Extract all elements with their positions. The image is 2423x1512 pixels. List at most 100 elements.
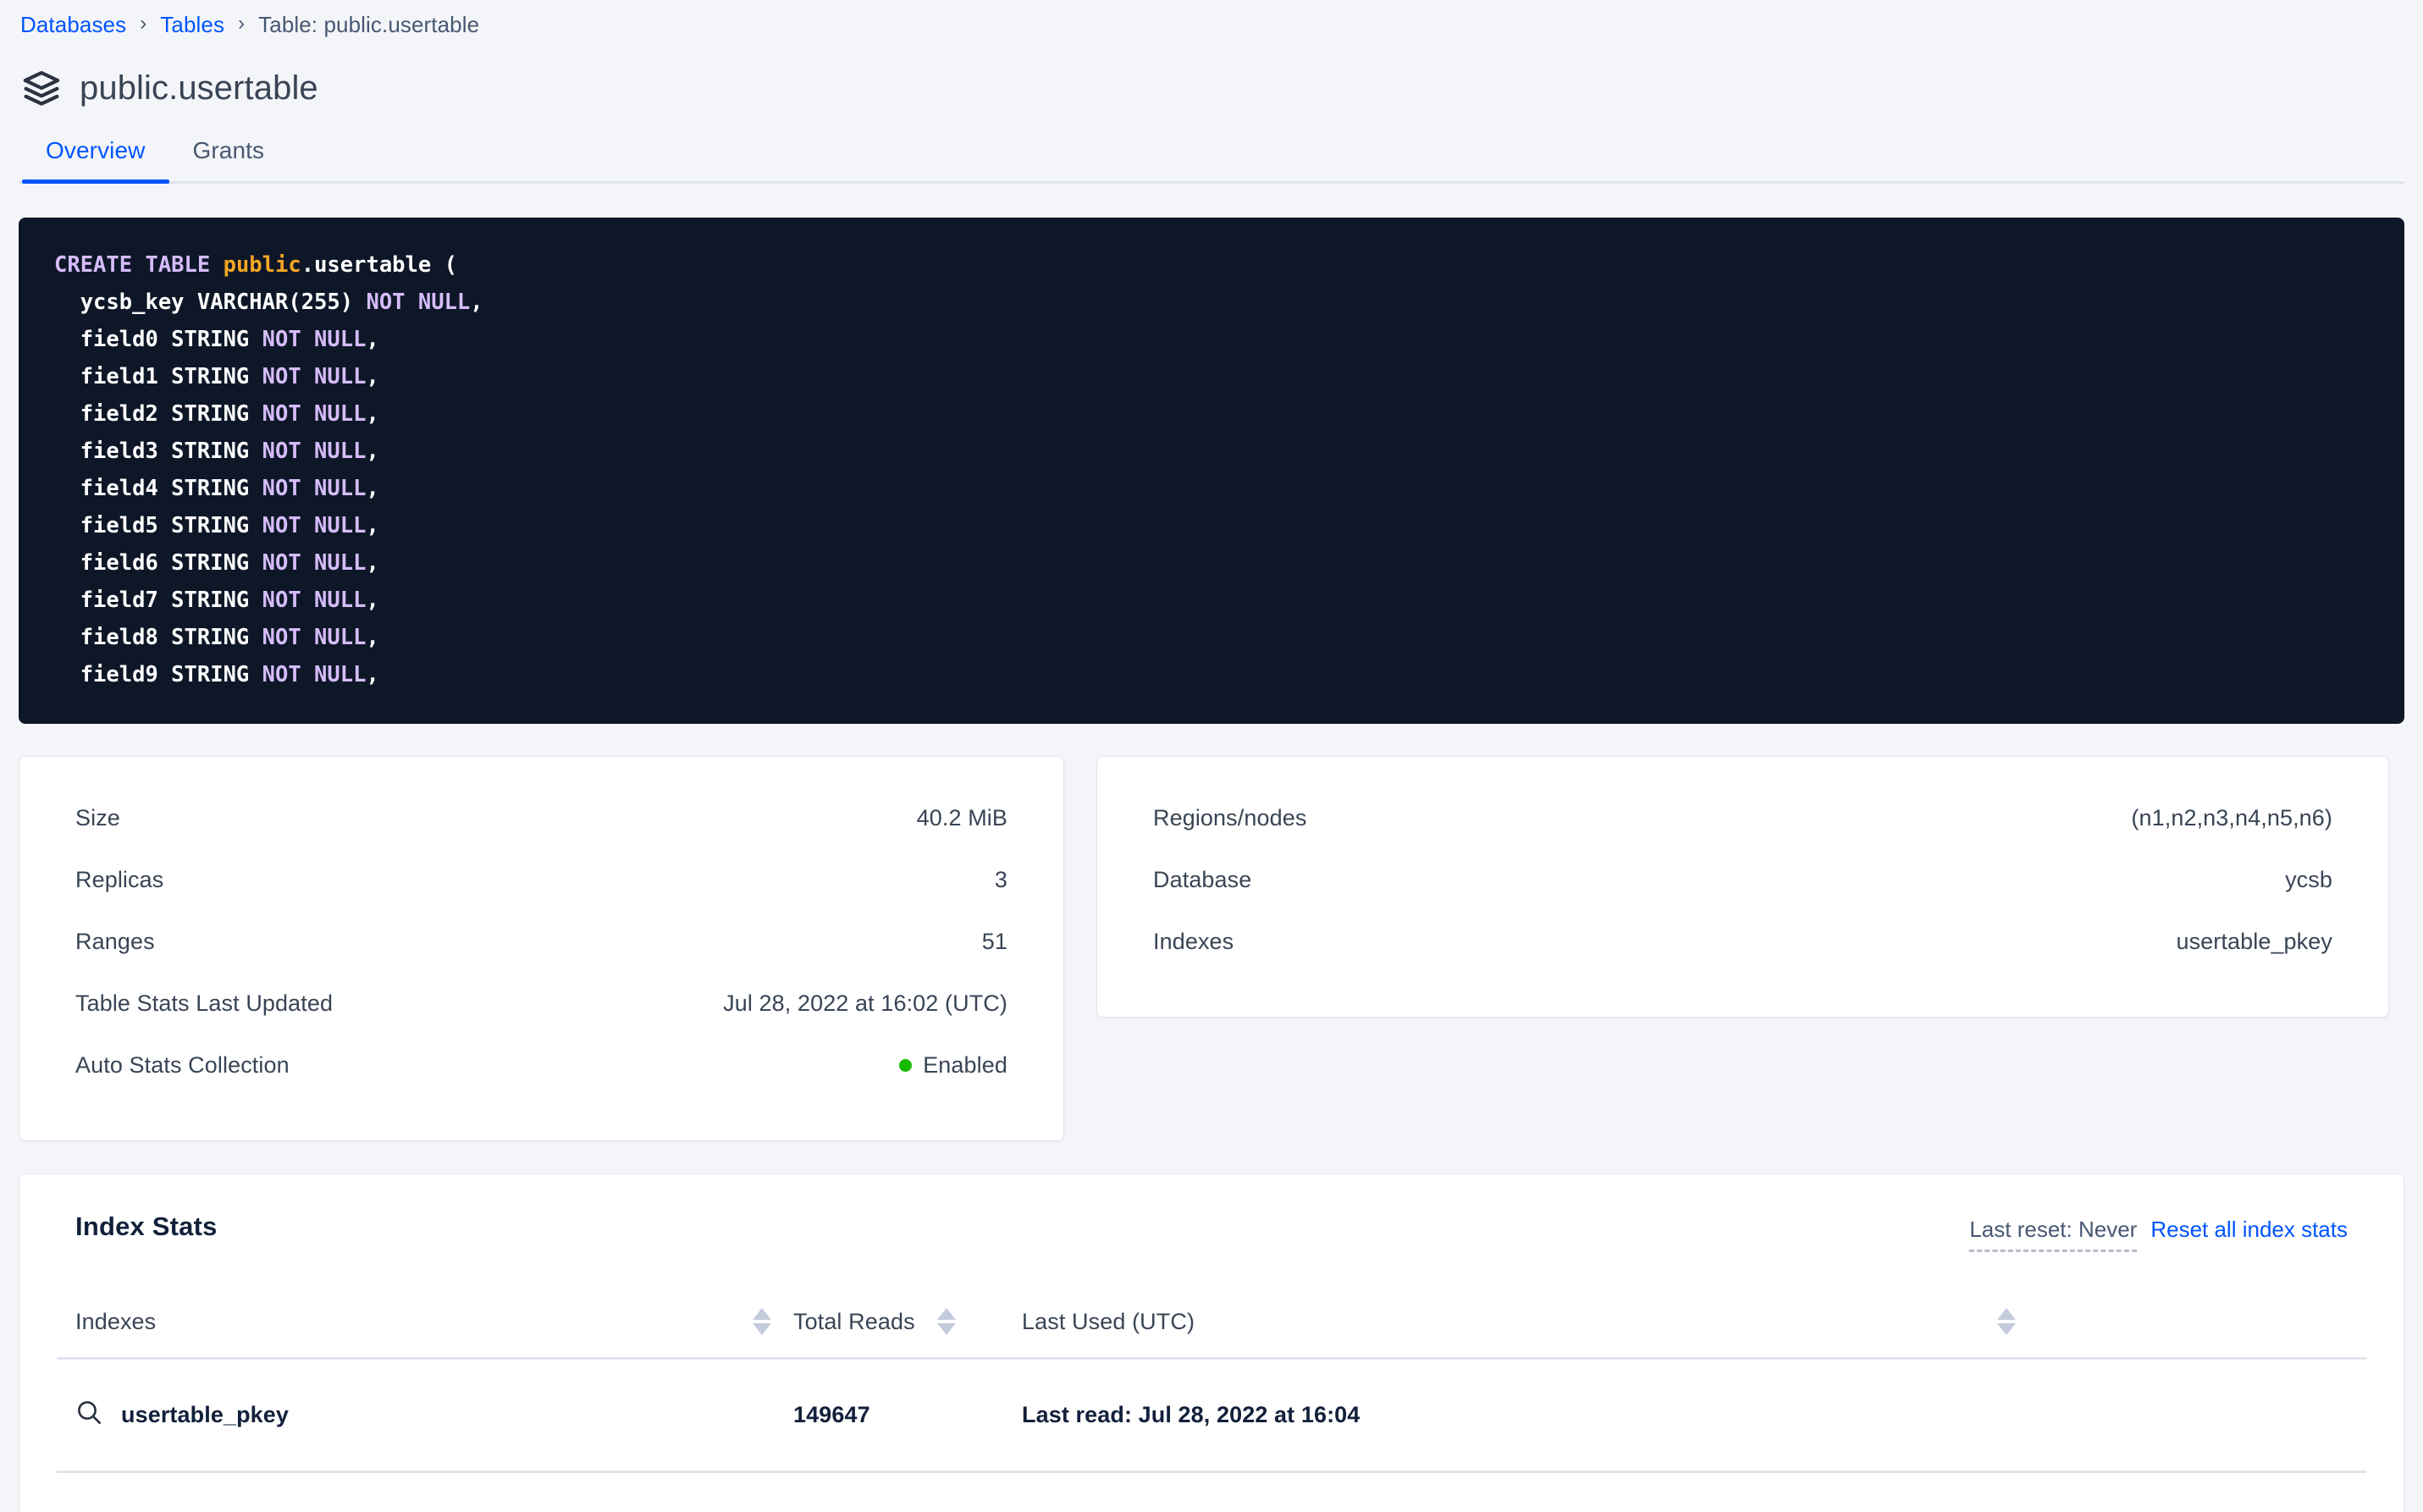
stat-row: Indexes usertable_pkey	[1136, 911, 2349, 973]
stat-row: Regions/nodes (n1,n2,n3,n4,n5,n6)	[1136, 787, 2349, 849]
column-header-total-reads-label: Total Reads	[793, 1308, 915, 1334]
breadcrumb-item-current: Table: public.usertable	[258, 12, 480, 37]
sql-token: ,	[366, 476, 379, 502]
stat-label: Replicas	[75, 867, 164, 893]
stat-label: Ranges	[75, 929, 155, 955]
cell-total-reads: 149647	[793, 1358, 1022, 1474]
stat-value: ycsb	[2285, 867, 2332, 893]
sql-token: ,	[366, 401, 379, 428]
table-stats-card: Size 40.2 MiB Replicas 3 Ranges 51 Table Stats…	[19, 756, 1064, 1142]
stat-value: 40.2 MiB	[916, 805, 1007, 831]
magnifier-icon	[75, 1399, 102, 1432]
sql-token: CREATE TABLE	[54, 252, 224, 279]
stat-value: 3	[994, 867, 1007, 893]
sort-last-used-icon[interactable]	[1997, 1308, 2016, 1336]
breadcrumb-separator-icon: ›	[140, 12, 147, 36]
sql-token: NOT NULL	[262, 439, 367, 465]
sql-token: NOT NULL	[262, 588, 367, 614]
sql-token: field2 STRING	[54, 401, 262, 428]
sql-token: field6 STRING	[54, 550, 262, 577]
index-name-link[interactable]: usertable_pkey	[121, 1402, 290, 1428]
sql-token: field0 STRING	[54, 327, 262, 353]
index-stats-table: Indexes Total Reads Last Used (UTC)	[57, 1300, 2366, 1474]
create-table-statement-panel: CREATE TABLE public.usertable ( ycsb_key…	[19, 218, 2404, 725]
column-header-last-used[interactable]: Last Used (UTC)	[1022, 1300, 2038, 1360]
layers-icon	[22, 69, 61, 108]
status-dot-icon	[899, 1059, 913, 1073]
stat-row: Table Stats Last Updated Jul 28, 2022 at …	[58, 973, 1024, 1035]
sql-token: ,	[366, 662, 379, 688]
stat-label: Indexes	[1153, 929, 1234, 955]
sql-token: ,	[366, 550, 379, 577]
sql-token: ,	[366, 588, 379, 614]
sql-token: ,	[366, 327, 379, 353]
sql-token: NOT NULL	[262, 327, 367, 353]
column-header-last-used-label: Last Used (UTC)	[1022, 1308, 1195, 1334]
sql-token: field8 STRING	[54, 625, 262, 651]
stat-value: 51	[981, 929, 1007, 955]
column-header-indexes-label: Indexes	[75, 1308, 157, 1334]
stat-value: usertable_pkey	[2176, 929, 2332, 955]
sql-token: field4 STRING	[54, 476, 262, 502]
sql-token: NOT NULL	[262, 662, 367, 688]
stat-value: (n1,n2,n3,n4,n5,n6)	[2131, 805, 2332, 831]
stat-label: Database	[1153, 867, 1252, 893]
cell-index-name: usertable_pkey	[57, 1358, 793, 1474]
sql-token: ,	[366, 625, 379, 651]
tab-grants[interactable]: Grants	[192, 137, 265, 164]
sql-token: NOT NULL	[262, 550, 367, 577]
tab-bar: Overview Grants	[19, 123, 2404, 185]
sql-token: NOT NULL	[366, 290, 471, 316]
sql-token: ,	[366, 439, 379, 465]
page-title: public.usertable	[80, 69, 318, 107]
index-stats-actions: Last reset: Never Reset all index stats	[1969, 1211, 2348, 1253]
cell-last-used: Last read: Jul 28, 2022 at 16:04	[1022, 1358, 2038, 1474]
breadcrumb-separator-icon: ›	[238, 12, 246, 36]
sql-token: ycsb_key VARCHAR(255)	[54, 290, 367, 316]
page-header: public.usertable	[19, 47, 2404, 123]
sort-indexes-icon[interactable]	[753, 1308, 771, 1336]
sql-token: public	[223, 252, 301, 279]
stat-label: Table Stats Last Updated	[75, 991, 334, 1017]
sql-token: ,	[366, 513, 379, 539]
stat-value: Jul 28, 2022 at 16:02 (UTC)	[723, 991, 1007, 1017]
sql-token: .usertable (	[301, 252, 457, 279]
breadcrumb: Databases › Tables › Table: public.usert…	[19, 0, 2404, 47]
stat-label: Regions/nodes	[1153, 805, 1307, 831]
sql-token: field5 STRING	[54, 513, 262, 539]
sql-token: NOT NULL	[262, 401, 367, 428]
tab-overview[interactable]: Overview	[22, 137, 169, 185]
column-header-spacer	[2038, 1300, 2366, 1360]
sql-token: NOT NULL	[262, 513, 367, 539]
stat-row: Database ycsb	[1136, 849, 2349, 911]
sql-token: NOT NULL	[262, 364, 367, 390]
stat-row: Auto Stats Collection Enabled	[58, 1035, 1024, 1096]
sql-token: NOT NULL	[262, 476, 367, 502]
sql-token: field3 STRING	[54, 439, 262, 465]
stat-value: Enabled	[899, 1052, 1007, 1079]
index-stats-card: Index Stats Last reset: Never Reset all …	[19, 1173, 2404, 1512]
create-table-sql: CREATE TABLE public.usertable ( ycsb_key…	[54, 246, 2369, 693]
sort-total-reads-icon[interactable]	[936, 1308, 956, 1336]
column-header-indexes[interactable]: Indexes	[57, 1300, 793, 1360]
sql-token: ,	[366, 364, 379, 390]
table-header-row: Indexes Total Reads Last Used (UTC)	[57, 1300, 2366, 1360]
sql-token: ,	[470, 290, 483, 316]
table-metadata-card: Regions/nodes (n1,n2,n3,n4,n5,n6) Database…	[1096, 756, 2389, 1018]
column-header-total-reads[interactable]: Total Reads	[793, 1300, 1022, 1360]
index-stats-title: Index Stats	[75, 1211, 218, 1242]
stat-row: Ranges 51	[58, 911, 1024, 973]
cell-spacer	[2038, 1358, 2366, 1474]
stat-row: Size 40.2 MiB	[58, 787, 1024, 849]
stat-row: Replicas 3	[58, 849, 1024, 911]
reset-all-index-stats-link[interactable]: Reset all index stats	[2150, 1217, 2348, 1243]
sql-token: field1 STRING	[54, 364, 262, 390]
last-reset-label: Last reset: Never	[1969, 1217, 2138, 1253]
sql-token: NOT NULL	[262, 625, 367, 651]
breadcrumb-item-databases[interactable]: Databases	[20, 12, 127, 37]
breadcrumb-item-tables[interactable]: Tables	[160, 12, 225, 37]
summary-cards: Size 40.2 MiB Replicas 3 Ranges 51 Table Stats…	[19, 756, 2404, 1142]
sql-token: field7 STRING	[54, 588, 262, 614]
sql-token: field9 STRING	[54, 662, 262, 688]
